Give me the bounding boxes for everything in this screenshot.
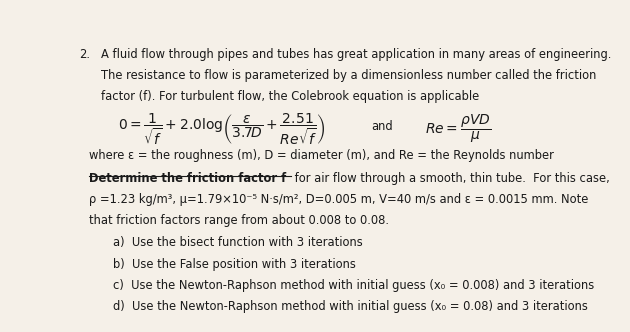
Text: a)  Use the bisect function with 3 iterations: a) Use the bisect function with 3 iterat… bbox=[113, 236, 363, 249]
Text: 2.: 2. bbox=[79, 47, 89, 60]
Text: ρ =1.23 kg/m³, μ=1.79×10⁻⁵ N·s/m², D=0.005 m, V=40 m/s and ε = 0.0015 mm. Note: ρ =1.23 kg/m³, μ=1.79×10⁻⁵ N·s/m², D=0.0… bbox=[88, 193, 588, 206]
Text: Determine the friction factor f: Determine the friction factor f bbox=[88, 172, 286, 185]
Text: The resistance to flow is parameterized by a dimensionless number called the fri: The resistance to flow is parameterized … bbox=[101, 69, 596, 82]
Text: and: and bbox=[372, 120, 393, 133]
Text: $Re = \dfrac{\rho VD}{\mu}$: $Re = \dfrac{\rho VD}{\mu}$ bbox=[425, 112, 491, 144]
Text: A fluid flow through pipes and tubes has great application in many areas of engi: A fluid flow through pipes and tubes has… bbox=[101, 47, 611, 60]
Text: for air flow through a smooth, thin tube.  For this case,: for air flow through a smooth, thin tube… bbox=[291, 172, 610, 185]
Text: factor (f). For turbulent flow, the Colebrook equation is applicable: factor (f). For turbulent flow, the Cole… bbox=[101, 90, 479, 103]
Text: b)  Use the False position with 3 iterations: b) Use the False position with 3 iterati… bbox=[113, 258, 356, 271]
Text: d)  Use the Newton-Raphson method with initial guess (x₀ = 0.08) and 3 iteration: d) Use the Newton-Raphson method with in… bbox=[113, 300, 588, 313]
Text: that friction factors range from about 0.008 to 0.08.: that friction factors range from about 0… bbox=[88, 214, 389, 227]
Text: $0 = \dfrac{1}{\sqrt{f}} + 2.0\log\!\left(\dfrac{\varepsilon}{3.7D} + \dfrac{2.5: $0 = \dfrac{1}{\sqrt{f}} + 2.0\log\!\lef… bbox=[118, 112, 325, 147]
Text: c)  Use the Newton-Raphson method with initial guess (x₀ = 0.008) and 3 iteratio: c) Use the Newton-Raphson method with in… bbox=[113, 279, 594, 292]
Text: where ε = the roughness (m), D = diameter (m), and Re = the Reynolds number: where ε = the roughness (m), D = diamete… bbox=[88, 149, 553, 162]
